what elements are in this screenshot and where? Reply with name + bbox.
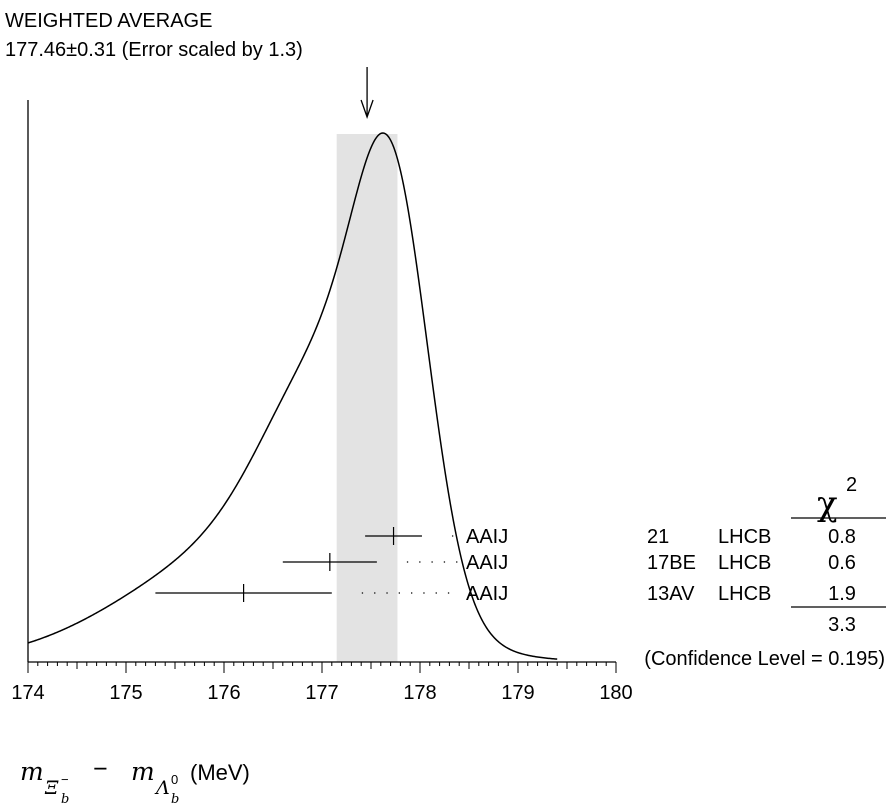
xlabel-unit: (MeV) xyxy=(190,760,250,785)
measurement-year: 21 xyxy=(647,526,669,548)
measurement-chi2: 0.8 xyxy=(828,526,856,548)
x-tick-label: 175 xyxy=(109,682,142,704)
xlabel-sub1-sup: − xyxy=(61,772,69,787)
measurement-experiment: LHCB xyxy=(718,552,771,574)
measurement-chi2: 0.6 xyxy=(828,552,856,574)
xlabel-sub1-sub: b xyxy=(61,792,69,804)
measurement-author: AAIJ xyxy=(466,552,508,574)
measurement-experiment: LHCB xyxy=(718,583,771,605)
measurement-row: AAIJ 13AV LHCB 1.9 xyxy=(155,583,856,605)
x-tick-label: 174 xyxy=(11,682,44,704)
x-tick-label: 180 xyxy=(599,682,632,704)
x-tick-label: 178 xyxy=(403,682,436,704)
chi2-header-exponent: 2 xyxy=(846,474,857,496)
x-tick-label: 177 xyxy=(305,682,338,704)
xlabel-minus: − xyxy=(93,755,108,783)
chi2-total: 3.3 xyxy=(828,614,856,636)
average-band xyxy=(336,134,398,662)
x-axis-label: m Ξ − b − m Λ 0 b (MeV) xyxy=(20,755,250,804)
measurement-author: AAIJ xyxy=(466,583,508,605)
measurement-row: AAIJ 21 LHCB 0.8 xyxy=(365,526,856,548)
chart-title: WEIGHTED AVERAGE xyxy=(5,10,212,32)
xlabel-m2: m xyxy=(131,757,155,786)
x-tick-label: 179 xyxy=(501,682,534,704)
xlabel-sub2-sup: 0 xyxy=(171,772,178,787)
measurement-year: 13AV xyxy=(647,583,695,605)
xlabel-sub2: Λ xyxy=(154,777,170,799)
xlabel-sub1: Ξ xyxy=(44,777,59,799)
xlabel-sub2-sub: b xyxy=(171,792,179,804)
average-arrow-head xyxy=(360,99,374,119)
average-label: 177.46±0.31 (Error scaled by 1.3) xyxy=(5,39,303,61)
measurement-chi2: 1.9 xyxy=(828,583,856,605)
measurement-year: 17BE xyxy=(647,552,696,574)
xlabel-m1: m xyxy=(20,757,44,786)
confidence-level: (Confidence Level = 0.195) xyxy=(644,648,885,670)
measurement-author: AAIJ xyxy=(466,526,508,548)
ideogram-curve xyxy=(27,132,558,660)
chi2-header-base: χ xyxy=(817,484,838,524)
measurement-experiment: LHCB xyxy=(718,526,771,548)
measurement-row: AAIJ 17BE LHCB 0.6 xyxy=(282,552,856,574)
x-tick-label: 176 xyxy=(207,682,240,704)
